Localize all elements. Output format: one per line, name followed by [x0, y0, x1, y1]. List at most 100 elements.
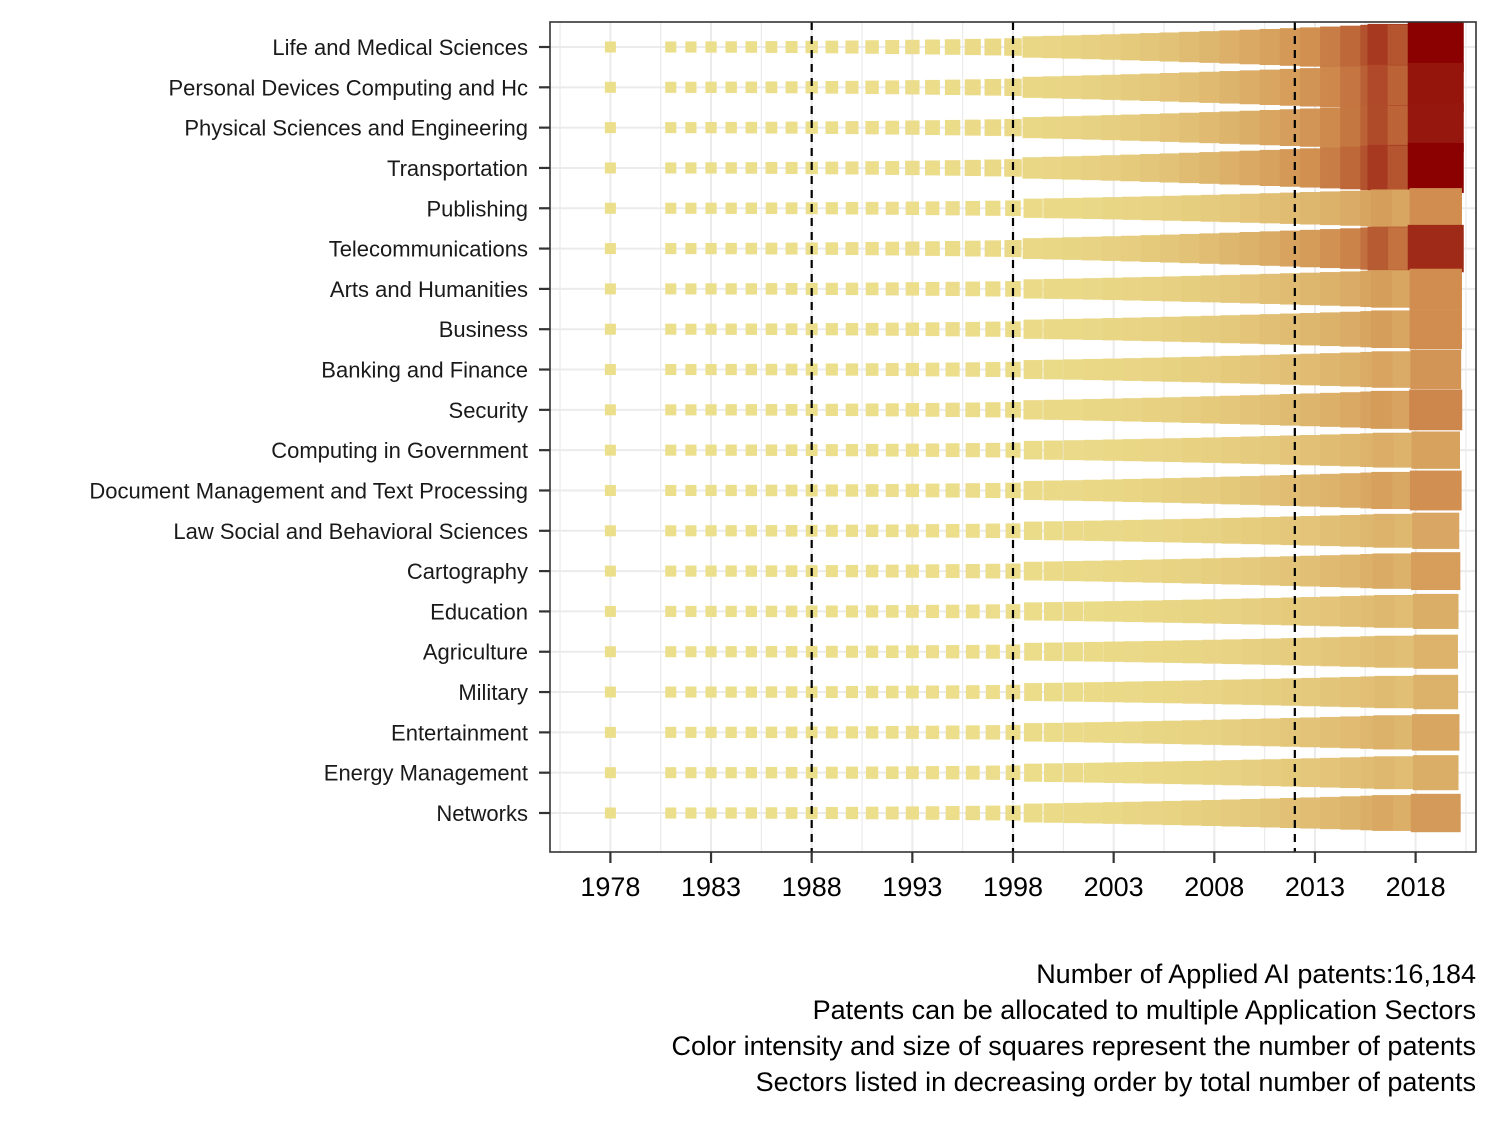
heatmap-cell — [1042, 156, 1065, 180]
category-label: Energy Management — [324, 761, 528, 786]
heatmap-cell — [1063, 480, 1084, 501]
heatmap-cell — [825, 80, 839, 94]
heatmap-cell — [1122, 358, 1146, 381]
y-axis: Life and Medical Sciences Personal Device… — [89, 35, 550, 826]
x-tick-label: 2018 — [1386, 872, 1446, 902]
heatmap-cell — [705, 484, 717, 497]
heatmap-cell — [825, 242, 839, 255]
heatmap-cell — [1122, 398, 1146, 422]
heatmap-cell — [1162, 720, 1186, 745]
heatmap-cell — [1063, 601, 1084, 622]
heatmap-cell — [1103, 681, 1124, 703]
heatmap-cell — [1122, 721, 1145, 744]
heatmap-cell — [1083, 601, 1104, 622]
heatmap-cell — [905, 564, 919, 578]
heatmap-cell — [1083, 520, 1104, 541]
heatmap-cell — [665, 162, 677, 174]
heatmap-cell — [925, 201, 940, 216]
heatmap-cell — [1102, 560, 1125, 582]
heatmap-cell — [1102, 479, 1125, 502]
heatmap-cell — [765, 807, 778, 819]
caption-line-encoding: Color intensity and size of squares repr… — [671, 1031, 1476, 1061]
heatmap-cell — [985, 281, 1001, 297]
heatmap-cell — [705, 807, 717, 819]
heatmap-cell — [985, 685, 1000, 700]
heatmap-cell — [845, 322, 859, 336]
heatmap-cell — [1102, 277, 1125, 301]
heatmap-cell — [604, 283, 616, 295]
heatmap-cell — [965, 644, 980, 659]
heatmap-cell — [745, 444, 757, 456]
heatmap-cell — [945, 240, 961, 257]
category-label: Publishing — [426, 196, 528, 221]
heatmap-cell — [1142, 761, 1165, 784]
heatmap-cell — [845, 121, 859, 135]
heatmap-cell — [845, 726, 859, 739]
heatmap-cell — [1122, 478, 1146, 502]
heatmap-cell — [705, 41, 717, 53]
heatmap-cell — [965, 200, 981, 216]
heatmap-cell — [1083, 802, 1104, 824]
heatmap-cell — [1043, 521, 1063, 541]
heatmap-cell — [604, 41, 616, 53]
heatmap-cell — [1023, 723, 1043, 742]
heatmap-cell — [745, 162, 758, 174]
heatmap-cell — [885, 443, 899, 457]
heatmap-cell — [705, 202, 717, 214]
heatmap-cell — [865, 40, 879, 54]
heatmap-cell — [785, 323, 798, 336]
heatmap-cell — [725, 605, 737, 618]
heatmap-cell — [785, 524, 798, 537]
heatmap-cell — [665, 122, 677, 134]
heatmap-cell — [1082, 318, 1105, 340]
heatmap-cell — [885, 322, 899, 336]
heatmap-cell — [604, 726, 616, 738]
heatmap-cell — [1042, 76, 1065, 99]
heatmap-cell — [945, 483, 960, 498]
category-label: Physical Sciences and Engineering — [184, 116, 528, 141]
heatmap-cell — [1412, 593, 1459, 629]
heatmap-cell — [1043, 399, 1064, 420]
heatmap-cell — [785, 81, 798, 94]
heatmap-cell — [1043, 561, 1063, 581]
heatmap-cell — [945, 765, 960, 780]
heatmap-cell — [925, 524, 940, 538]
heatmap-cell — [905, 160, 920, 176]
heatmap-cell — [725, 444, 737, 456]
heatmap-cell — [765, 121, 778, 134]
heatmap-cell — [945, 564, 960, 579]
heatmap-cell — [1083, 762, 1104, 783]
heatmap-cell — [765, 81, 778, 94]
heatmap-cell — [1063, 561, 1084, 582]
heatmap-cell — [765, 484, 778, 497]
heatmap-cell — [905, 241, 920, 256]
heatmap-cell — [925, 604, 940, 619]
heatmap-cell — [1023, 440, 1043, 460]
heatmap-cell — [604, 404, 616, 416]
caption-line-ordering: Sectors listed in decreasing order by to… — [755, 1067, 1476, 1097]
heatmap-cell — [885, 605, 899, 618]
category-label: Telecommunications — [329, 237, 528, 262]
heatmap-cell — [985, 523, 1001, 538]
heatmap-cell — [825, 40, 839, 54]
heatmap-cell — [1024, 642, 1043, 661]
heatmap-cell — [885, 120, 900, 135]
heatmap-cell — [1142, 519, 1166, 543]
heatmap-cell — [845, 645, 858, 658]
x-tick-label: 1983 — [681, 872, 741, 902]
heatmap-cell — [1043, 763, 1063, 783]
heatmap-cell — [1123, 641, 1145, 663]
heatmap-cell — [665, 202, 677, 214]
heatmap-cell — [665, 404, 677, 416]
heatmap-cell — [845, 161, 859, 175]
heatmap-cell — [745, 807, 758, 819]
heatmap-cell — [1023, 279, 1043, 299]
heatmap-cell — [1162, 600, 1186, 623]
heatmap-cell — [825, 645, 838, 658]
heatmap-cell — [604, 525, 616, 537]
heatmap-cell — [685, 525, 697, 537]
heatmap-cell — [825, 686, 838, 699]
heatmap-cell — [1162, 438, 1186, 463]
heatmap-cell — [925, 241, 940, 256]
heatmap-cell — [745, 121, 758, 134]
